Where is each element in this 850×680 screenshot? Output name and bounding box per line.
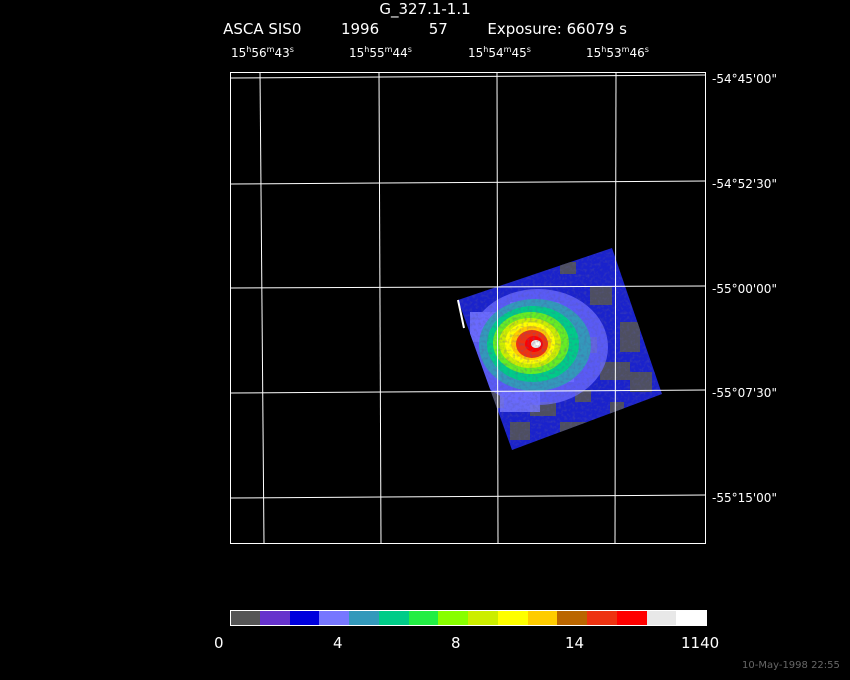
timestamp: 10-May-1998 22:55 bbox=[742, 660, 840, 671]
ra-label: 15h54m45s bbox=[468, 45, 531, 60]
colorbar-swatch bbox=[230, 610, 261, 626]
exposure-label: Exposure: 66079 s bbox=[487, 20, 627, 38]
xray-image bbox=[458, 248, 662, 450]
colorbar bbox=[230, 610, 707, 626]
dec-label: -54°52'30" bbox=[712, 177, 777, 191]
dec-label: -55°07'30" bbox=[712, 386, 777, 400]
colorbar-swatch bbox=[676, 610, 707, 626]
dec-label: -54°45'00" bbox=[712, 72, 777, 86]
colorbar-label: 14 bbox=[565, 634, 585, 652]
colorbar-swatch bbox=[319, 610, 350, 626]
ra-label: 15h53m46s bbox=[586, 45, 649, 60]
ra-label: 15h55m44s bbox=[349, 45, 412, 60]
colorbar-swatch bbox=[646, 610, 677, 626]
colorbar-swatch bbox=[468, 610, 499, 626]
colorbar-label: 0 bbox=[214, 634, 224, 652]
colorbar-swatch bbox=[616, 610, 647, 626]
coordinate-grid bbox=[230, 72, 706, 544]
sky-image-frame bbox=[230, 72, 706, 544]
day-label: 57 bbox=[428, 20, 448, 38]
colorbar-swatch bbox=[497, 610, 528, 626]
dec-label: -55°15'00" bbox=[712, 491, 777, 505]
colorbar-swatch bbox=[349, 610, 380, 626]
colorbar-border bbox=[230, 610, 706, 626]
colorbar-label: 1140 bbox=[681, 634, 720, 652]
colorbar-swatch bbox=[289, 610, 320, 626]
ra-label: 15h56m43s bbox=[231, 45, 294, 60]
colorbar-swatch bbox=[527, 610, 558, 626]
colorbar-swatch bbox=[378, 610, 409, 626]
image-title: G_327.1-1.1 bbox=[379, 0, 471, 18]
year-label: 1996 bbox=[340, 20, 380, 38]
colorbar-swatch bbox=[259, 610, 290, 626]
instrument-label: ASCA SIS0 bbox=[223, 20, 302, 38]
colorbar-swatch bbox=[408, 610, 439, 626]
colorbar-swatch bbox=[557, 610, 588, 626]
dec-label: -55°00'00" bbox=[712, 282, 777, 296]
colorbar-label: 4 bbox=[333, 634, 343, 652]
image-subtitle: ASCA SIS0 1996 57 Exposure: 66079 s bbox=[0, 20, 850, 38]
colorbar-swatch bbox=[587, 610, 618, 626]
colorbar-swatch bbox=[438, 610, 469, 626]
colorbar-label: 8 bbox=[451, 634, 461, 652]
